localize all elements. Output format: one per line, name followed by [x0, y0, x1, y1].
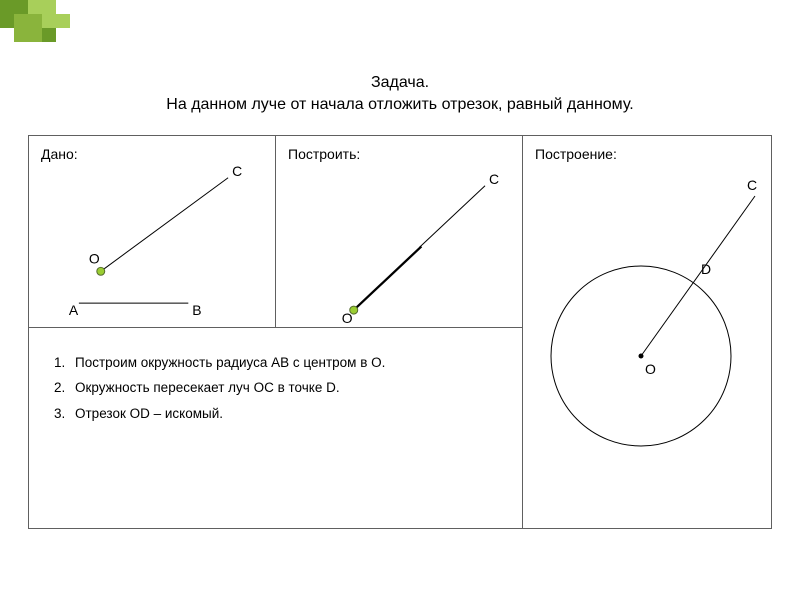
label-C: С [232, 163, 242, 179]
figure-given: О С А В [29, 136, 275, 327]
cell-construction: Построение: О D С [523, 136, 771, 328]
figure-build: О С [276, 136, 522, 327]
step-1: Построим окружность радиуса АВ с центром… [69, 350, 500, 376]
label-D: D [701, 261, 711, 277]
label-O-2: О [342, 310, 353, 326]
label-C-3: С [747, 177, 757, 193]
corner-decoration [0, 0, 140, 55]
cell-construction-lower [523, 328, 771, 528]
steps-list: Построим окружность радиуса АВ с центром… [41, 338, 510, 437]
step-3: Отрезок ОD – искомый. [69, 401, 500, 427]
cell-given: Дано: О С А В [29, 136, 276, 328]
cell-build: Построить: О С [276, 136, 523, 328]
step-2: Окружность пересекает луч ОС в точке D. [69, 375, 500, 401]
label-A: А [69, 302, 79, 318]
label-C-2: С [489, 171, 499, 187]
title-line-2: На данном луче от начала отложить отрезо… [0, 94, 800, 116]
label-B: В [192, 302, 201, 318]
label-O: О [89, 250, 100, 266]
cell-steps: Построим окружность радиуса АВ с центром… [29, 328, 523, 528]
content-grid: Дано: О С А В Построить: [28, 135, 772, 529]
title-line-1: Задача. [0, 72, 800, 94]
